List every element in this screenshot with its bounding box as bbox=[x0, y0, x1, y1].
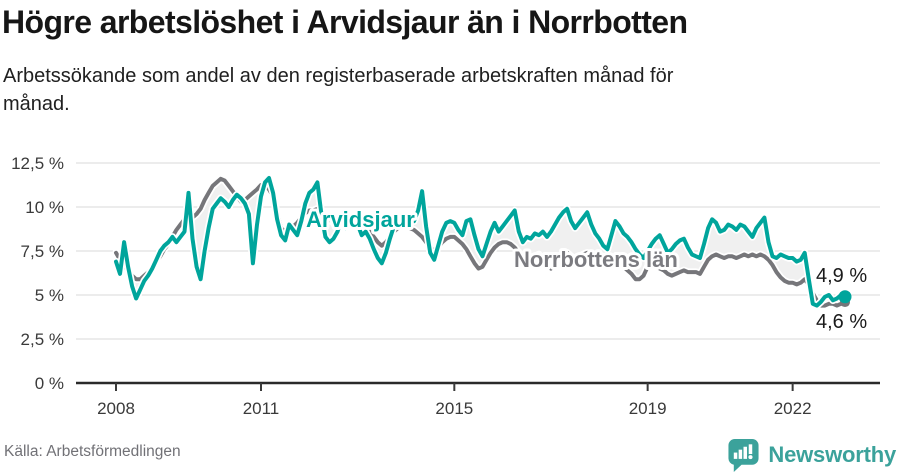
source-note: Källa: Arbetsförmedlingen bbox=[4, 443, 181, 460]
series-line-arvidsjaur bbox=[114, 176, 847, 308]
bar-chart-icon bbox=[734, 452, 738, 459]
y-axis-tick-label: 7,5 % bbox=[21, 242, 64, 261]
exclamation-icon bbox=[749, 444, 753, 455]
y-axis-tick-label: 2,5 % bbox=[21, 330, 64, 349]
y-axis-tick-label: 0 % bbox=[35, 374, 64, 393]
x-axis-tick-label: 2015 bbox=[435, 399, 473, 418]
chart-subtitle-line1: Arbetssökande som andel av den registerb… bbox=[3, 65, 674, 87]
chart-subtitle: Arbetssökande som andel av den registerb… bbox=[3, 62, 853, 118]
page-title: Högre arbetslöshet i Arvidsjaur än i Nor… bbox=[2, 4, 688, 40]
y-axis-tick-label: 12,5 % bbox=[11, 154, 64, 173]
chart-subtitle-line2: månad. bbox=[3, 93, 70, 115]
y-axis-tick-label: 10 % bbox=[25, 198, 64, 217]
series-label-norrbotten: Norrbottens län bbox=[514, 247, 678, 272]
arvidsjaur-end-dot bbox=[838, 290, 852, 304]
x-axis-tick-label: 2008 bbox=[97, 399, 135, 418]
newsworthy-logo-icon bbox=[728, 438, 759, 472]
speech-bubble-shape bbox=[728, 438, 759, 472]
x-axis-tick-label: 2011 bbox=[243, 399, 280, 418]
gridlines: 0 % 2,5 % 5 % 7,5 % 10 % 12,5 % bbox=[11, 154, 880, 393]
brand-name: Newsworthy bbox=[768, 442, 896, 467]
series-label-arvidsjaur: Arvidsjaur bbox=[306, 207, 415, 232]
y-axis-tick-label: 5 % bbox=[35, 286, 64, 305]
x-axis-tick-label: 2022 bbox=[774, 399, 812, 418]
unemployment-line-chart: 0 %2,5 %5 %7,5 %10 %12,5 %2008 2011 2015 20… bbox=[11, 154, 880, 418]
end-value-label-arvidsjaur: 4,9 % bbox=[816, 265, 867, 287]
fill-between-series bbox=[116, 178, 845, 306]
newsworthy-logo: Newsworthy bbox=[727, 437, 896, 473]
x-axis-tick-label: 2019 bbox=[629, 399, 667, 418]
x-axis: 2008 2011 2015 2019 2022 bbox=[97, 383, 812, 418]
end-value-label-norrbotten: 4,6 % bbox=[816, 311, 867, 333]
